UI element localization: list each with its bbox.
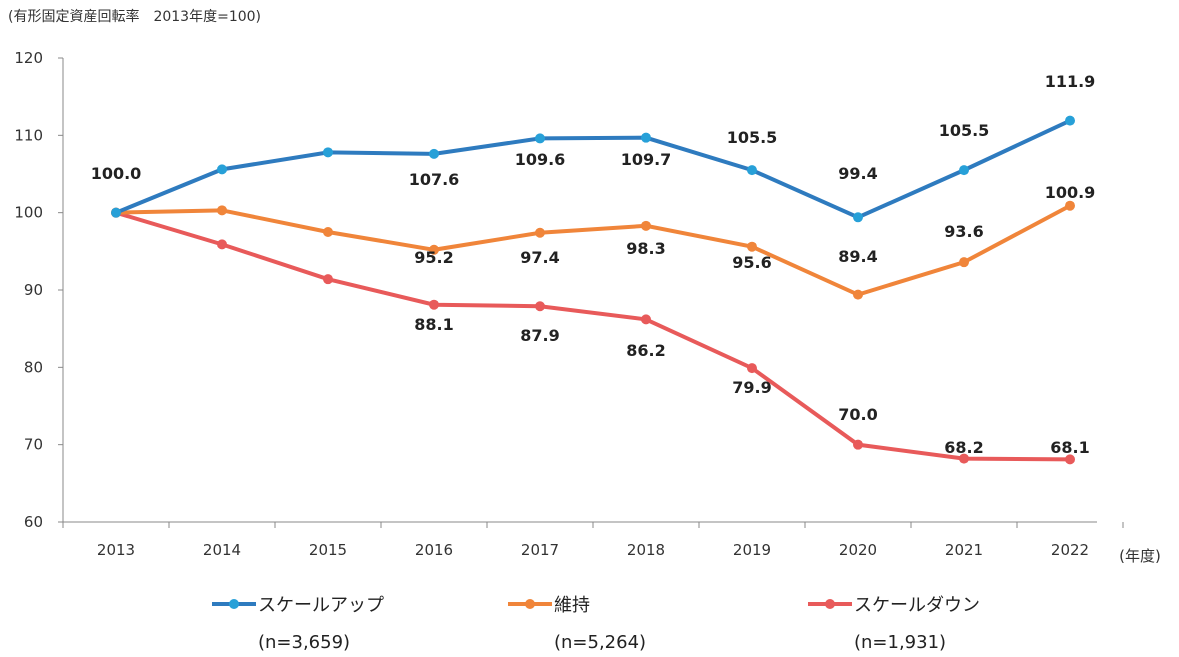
data-label: 100.9 [1045,183,1096,202]
data-point [429,299,439,310]
x-tick-label: 2022 [1051,541,1089,559]
data-label: 109.7 [621,150,672,169]
data-point [535,301,545,312]
data-point [429,148,439,159]
x-tick-label: 2019 [733,541,771,559]
data-point [853,212,863,223]
data-point [641,314,651,325]
data-label: 98.3 [626,239,665,258]
legend-marker [229,599,239,609]
data-label: 95.6 [732,253,771,272]
data-label: 68.1 [1050,438,1089,457]
data-point [217,205,227,216]
data-point [1065,454,1075,465]
y-tick-label: 100 [14,204,43,222]
data-point [535,133,545,144]
x-tick-label: 2016 [415,541,453,559]
legend-n: (n=5,264) [554,632,646,653]
chart-title: (有形固定資産回転率 2013年度=100) [8,9,262,25]
y-tick-label: 70 [24,436,43,454]
data-label: 107.6 [409,170,460,189]
x-tick-label: 2021 [945,541,983,559]
y-tick-label: 90 [24,281,43,299]
legend-label: スケールダウン [854,595,980,616]
data-label: 109.6 [515,150,566,169]
data-label: 111.9 [1045,72,1096,91]
data-point [747,241,757,252]
data-point [323,147,333,158]
data-label: 105.5 [939,121,990,140]
data-point [641,132,651,143]
data-point [747,363,757,374]
legend-label: 維持 [554,595,590,616]
x-tick-label: 2013 [97,541,135,559]
y-tick-label: 60 [24,513,43,531]
series-line [115,118,1071,220]
data-point [959,453,969,464]
data-point [323,227,333,237]
legend-n: (n=3,659) [258,632,350,653]
data-label: 105.5 [727,128,778,147]
data-point [217,239,227,250]
legend-n: (n=1,931) [854,632,946,653]
data-point [535,227,545,238]
legend-marker [525,599,535,609]
data-label: 87.9 [520,326,559,345]
data-label: 97.4 [520,248,559,267]
data-label: 93.6 [944,222,983,241]
data-label: 86.2 [626,341,665,360]
data-label: 95.2 [414,248,453,267]
data-point [959,257,969,268]
data-point [747,165,757,176]
data-label: 70.0 [838,405,877,424]
data-label: 89.4 [838,247,877,266]
data-point [641,220,651,231]
data-point [217,164,227,175]
data-label: 79.9 [732,378,771,397]
data-point [323,274,333,285]
x-tick-label: 2015 [309,541,347,559]
x-tick-label: 2014 [203,541,241,559]
data-point [429,244,439,255]
data-point [111,207,121,218]
data-point [1065,200,1075,211]
data-point [1065,115,1075,126]
data-label: 88.1 [414,315,453,334]
x-tick-label: 2020 [839,541,877,559]
series-line [115,203,1071,297]
data-point [853,439,863,450]
y-tick-label: 120 [14,49,43,67]
x-tick-label: 2018 [627,541,665,559]
x-tick-label: 2017 [521,541,559,559]
data-label: 68.2 [944,438,983,457]
legend-label: スケールアップ [258,595,384,616]
data-point [853,289,863,300]
data-point [959,165,969,176]
x-axis-label: (年度) [1119,547,1161,565]
legend-marker [825,599,835,609]
y-tick-label: 110 [14,126,43,144]
y-tick-label: 80 [24,358,43,376]
series-line [115,210,1071,462]
data-label: 99.4 [838,164,877,183]
data-label: 100.0 [91,164,142,183]
